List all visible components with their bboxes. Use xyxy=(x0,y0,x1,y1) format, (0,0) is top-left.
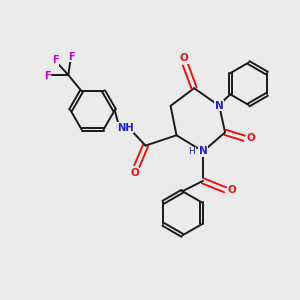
Text: O: O xyxy=(246,133,255,143)
Text: N: N xyxy=(199,146,207,157)
Text: NH: NH xyxy=(117,123,133,133)
Text: F: F xyxy=(52,55,58,65)
Text: F: F xyxy=(44,71,50,81)
Text: F: F xyxy=(68,52,74,62)
Text: O: O xyxy=(130,168,139,178)
Text: N: N xyxy=(215,101,224,111)
Text: H: H xyxy=(188,147,195,156)
Text: O: O xyxy=(179,53,188,63)
Text: O: O xyxy=(227,185,236,195)
